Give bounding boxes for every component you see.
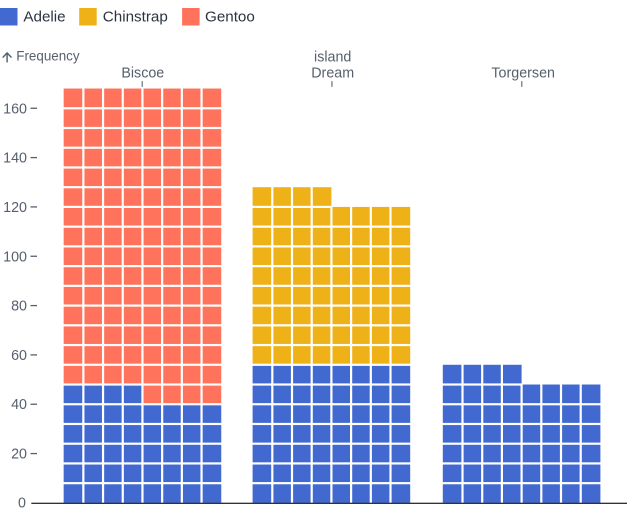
svg-text:Gentoo: Gentoo bbox=[205, 9, 255, 26]
svg-text:100: 100 bbox=[3, 249, 27, 265]
svg-text:Adelie: Adelie bbox=[23, 9, 65, 26]
svg-text:20: 20 bbox=[11, 447, 27, 463]
svg-text:Chinstrap: Chinstrap bbox=[103, 9, 168, 26]
svg-text:40: 40 bbox=[11, 397, 27, 413]
svg-text:Torgersen: Torgersen bbox=[491, 66, 555, 82]
svg-text:140: 140 bbox=[3, 151, 27, 167]
svg-text:Frequency: Frequency bbox=[16, 49, 80, 64]
svg-text:Biscoe: Biscoe bbox=[121, 66, 164, 82]
svg-text:Dream: Dream bbox=[311, 66, 354, 82]
svg-text:island: island bbox=[314, 50, 351, 66]
svg-text:160: 160 bbox=[3, 101, 27, 117]
svg-text:0: 0 bbox=[18, 495, 26, 511]
svg-text:60: 60 bbox=[11, 348, 27, 364]
svg-text:80: 80 bbox=[11, 299, 27, 315]
svg-text:120: 120 bbox=[3, 200, 27, 216]
